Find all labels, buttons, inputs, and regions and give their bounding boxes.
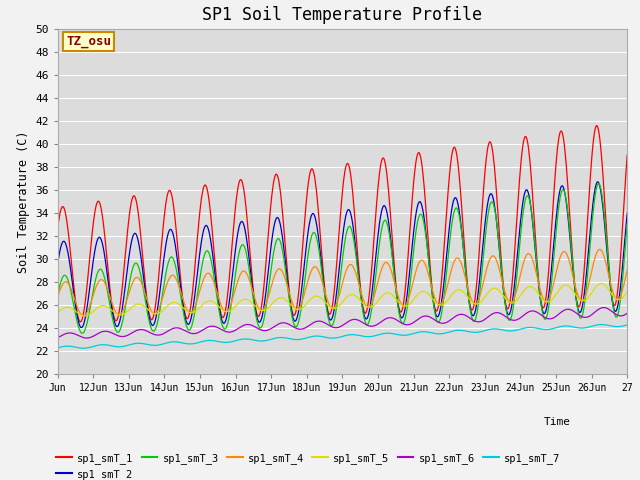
- Text: TZ_osu: TZ_osu: [66, 35, 111, 48]
- sp1_smT_2: [623, 210, 631, 216]
- sp1_smT_2: [587, 221, 595, 227]
- sp1_smT_6: [587, 312, 595, 318]
- sp1_smT_4: [346, 262, 353, 268]
- sp1_smT_6: [623, 311, 631, 316]
- sp1_smT_6: [156, 332, 164, 338]
- sp1_smT_4: [596, 246, 604, 252]
- sp1_smT_1: [587, 167, 595, 172]
- sp1_smT_4: [447, 270, 454, 276]
- sp1_smT_2: [156, 289, 164, 295]
- Legend: sp1_smT_1, sp1_smT_2, sp1_smT_3, sp1_smT_4, sp1_smT_5, sp1_smT_6, sp1_smT_7: sp1_smT_1, sp1_smT_2, sp1_smT_3, sp1_smT…: [52, 449, 564, 480]
- sp1_smT_4: [54, 294, 61, 300]
- sp1_smT_6: [346, 318, 353, 324]
- Text: Time: Time: [543, 417, 570, 427]
- Line: sp1_smT_5: sp1_smT_5: [58, 283, 627, 316]
- sp1_smT_3: [595, 180, 602, 186]
- sp1_smT_1: [77, 319, 84, 325]
- sp1_smT_1: [65, 229, 72, 235]
- Title: SP1 Soil Temperature Profile: SP1 Soil Temperature Profile: [202, 6, 483, 24]
- sp1_smT_5: [587, 291, 595, 297]
- sp1_smT_1: [54, 226, 61, 232]
- sp1_smT_5: [65, 304, 72, 310]
- sp1_smT_2: [54, 262, 61, 267]
- Line: sp1_smT_4: sp1_smT_4: [58, 249, 627, 316]
- sp1_smT_2: [312, 216, 319, 222]
- sp1_smT_4: [587, 272, 595, 277]
- Y-axis label: Soil Temperature (C): Soil Temperature (C): [17, 131, 29, 273]
- sp1_smT_3: [65, 278, 72, 284]
- sp1_smT_1: [447, 162, 454, 168]
- sp1_smT_2: [346, 207, 353, 213]
- Line: sp1_smT_2: sp1_smT_2: [58, 182, 627, 327]
- Line: sp1_smT_7: sp1_smT_7: [58, 324, 627, 348]
- sp1_smT_6: [312, 319, 319, 324]
- sp1_smT_1: [593, 123, 600, 129]
- sp1_smT_7: [54, 345, 61, 351]
- sp1_smT_1: [346, 165, 353, 170]
- sp1_smT_5: [312, 293, 319, 299]
- sp1_smT_2: [65, 252, 72, 257]
- sp1_smT_7: [79, 345, 87, 351]
- sp1_smT_3: [346, 224, 353, 229]
- Line: sp1_smT_3: sp1_smT_3: [58, 183, 627, 333]
- sp1_smT_1: [156, 261, 164, 266]
- sp1_smT_6: [600, 305, 607, 311]
- sp1_smT_3: [312, 231, 319, 237]
- sp1_smT_3: [587, 234, 595, 240]
- sp1_smT_1: [312, 180, 319, 186]
- sp1_smT_6: [65, 330, 72, 336]
- sp1_smT_5: [81, 313, 88, 319]
- sp1_smT_7: [598, 322, 605, 327]
- Line: sp1_smT_1: sp1_smT_1: [58, 126, 627, 322]
- sp1_smT_5: [54, 310, 61, 315]
- sp1_smT_7: [65, 343, 72, 349]
- sp1_smT_2: [77, 324, 85, 330]
- sp1_smT_7: [346, 332, 353, 338]
- sp1_smT_5: [623, 289, 631, 295]
- sp1_smT_4: [312, 264, 319, 270]
- sp1_smT_4: [65, 281, 72, 287]
- sp1_smT_3: [156, 308, 164, 313]
- sp1_smT_2: [447, 215, 454, 221]
- sp1_smT_5: [447, 294, 454, 300]
- sp1_smT_6: [54, 335, 61, 341]
- sp1_smT_3: [447, 231, 454, 237]
- sp1_smT_1: [623, 152, 631, 158]
- sp1_smT_7: [587, 324, 595, 329]
- sp1_smT_4: [156, 303, 164, 309]
- sp1_smT_6: [83, 335, 91, 341]
- sp1_smT_3: [78, 330, 86, 336]
- sp1_smT_5: [597, 280, 605, 286]
- sp1_smT_7: [312, 333, 319, 339]
- sp1_smT_5: [156, 310, 164, 315]
- sp1_smT_4: [79, 313, 87, 319]
- sp1_smT_5: [346, 292, 353, 298]
- sp1_smT_3: [54, 292, 61, 298]
- sp1_smT_4: [623, 267, 631, 273]
- sp1_smT_7: [156, 342, 164, 348]
- sp1_smT_2: [594, 179, 602, 185]
- sp1_smT_6: [447, 317, 454, 323]
- sp1_smT_7: [623, 322, 631, 328]
- sp1_smT_3: [623, 221, 631, 227]
- Line: sp1_smT_6: sp1_smT_6: [58, 308, 627, 338]
- sp1_smT_7: [447, 329, 454, 335]
